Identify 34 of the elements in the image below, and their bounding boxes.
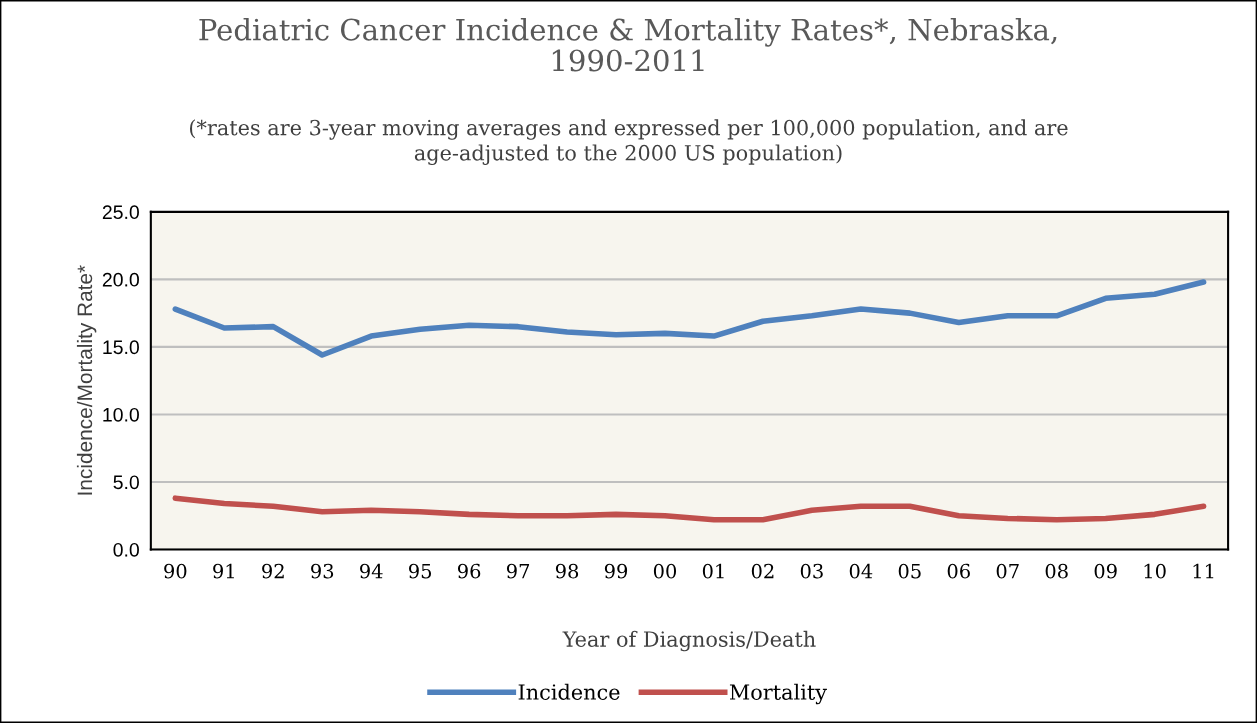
x-tick-label: 94 [360, 563, 383, 579]
y-tick-label: 15.0 [103, 340, 139, 355]
x-tick-label: 09 [1094, 563, 1117, 579]
legend-label: Mortality [729, 683, 827, 705]
y-tick-label: 0.0 [113, 542, 139, 557]
x-tick-label: 91 [213, 563, 234, 579]
chart-title: Pediatric Cancer Incidence & Mortality Rates*, Nebraska, 1990-2011 [199, 18, 1057, 72]
x-tick-label: 90 [164, 563, 187, 579]
x-tick-label: 93 [311, 563, 334, 579]
y-axis-title: Incidence/Mortality Rate* [76, 265, 97, 495]
x-tick-label: 06 [947, 563, 970, 579]
x-tick-label: 00 [653, 563, 677, 579]
x-tick-label: 95 [409, 563, 432, 579]
x-tick-label: 99 [604, 563, 628, 579]
chart-subtitle: (*rates are 3-year moving averages and expressed per 100,000 population, and are age-adjusted to the 2000 US population) [189, 119, 1068, 165]
x-tick-label: 11 [1193, 563, 1214, 579]
x-tick-label: 98 [555, 563, 579, 579]
x-tick-label: 10 [1144, 563, 1166, 579]
y-tick-label: 5.0 [113, 475, 139, 490]
x-tick-label: 05 [898, 563, 921, 579]
y-tick-label: 25.0 [102, 205, 139, 220]
y-tick-label: 20.0 [102, 272, 139, 287]
x-tick-label: 96 [457, 563, 481, 579]
legend-label: Incidence [518, 683, 620, 700]
x-tick-label: 97 [506, 563, 530, 579]
x-tick-label: 92 [262, 563, 284, 579]
x-tick-label: 07 [996, 563, 1019, 579]
x-tick-label: 04 [849, 563, 873, 579]
x-axis-title: Year of Diagnosis/Death [562, 630, 816, 652]
y-tick-label: 10.0 [103, 407, 139, 422]
x-tick-label: 02 [751, 563, 774, 579]
x-tick-label: 03 [800, 563, 823, 579]
x-tick-label: 01 [702, 563, 724, 579]
x-tick-label: 08 [1045, 563, 1068, 579]
